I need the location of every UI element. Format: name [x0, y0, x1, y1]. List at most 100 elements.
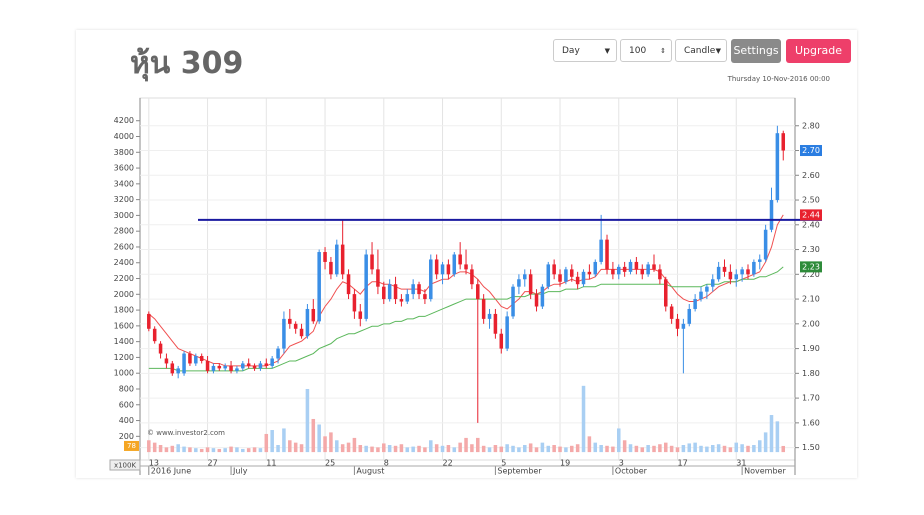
x-tick-label: 11	[266, 459, 276, 468]
candle-body	[164, 358, 169, 364]
volume-bar	[188, 447, 192, 453]
volume-bar	[223, 448, 227, 453]
y-tick-label: 2.00	[802, 319, 820, 328]
volume-bar	[575, 444, 580, 453]
volume-bar	[405, 447, 410, 453]
price-tag-label: 2.23	[802, 262, 820, 271]
style-select[interactable]: Candle ▼	[675, 39, 727, 62]
candle-body	[329, 261, 333, 275]
upgrade-button[interactable]: Upgrade	[786, 39, 851, 63]
candle-body	[523, 274, 527, 280]
volume-bar	[652, 445, 656, 453]
candle-body	[552, 264, 556, 275]
y2-tick-label: 3600	[114, 164, 134, 173]
spinner: ⇕	[660, 47, 666, 55]
candle-body	[481, 299, 486, 319]
volume-bar	[617, 428, 621, 453]
month-label: November	[744, 467, 786, 476]
candle-body	[264, 363, 269, 366]
settings-button[interactable]: Settings	[731, 39, 781, 63]
candle-body	[229, 365, 233, 371]
date-label: Thursday 10-Nov-2016 00:00	[727, 75, 830, 83]
volume-bar	[288, 440, 292, 453]
candle-body	[528, 274, 533, 295]
volume-bar	[628, 444, 633, 453]
volume-bar	[182, 446, 186, 453]
volume-bar	[387, 445, 392, 453]
candle-body	[628, 261, 633, 272]
candle-body	[217, 365, 222, 369]
volume-bar	[622, 440, 627, 453]
volume-bar	[358, 445, 363, 453]
volume-bar	[746, 445, 750, 453]
volume-bar	[693, 442, 697, 453]
volume-bar	[282, 428, 286, 453]
candle-body	[440, 264, 445, 275]
candle-body	[634, 261, 639, 270]
count-input[interactable]: 100 ⇕	[620, 39, 672, 62]
volume-bar	[299, 444, 304, 453]
candle-body	[564, 269, 568, 282]
y2-tick-label: 800	[119, 384, 134, 393]
interval-select[interactable]: Day ▼	[553, 39, 617, 62]
volume-bar	[505, 444, 509, 453]
y2-tick-label: 4000	[114, 132, 134, 141]
volume-bar	[270, 430, 274, 453]
y2-tick-label: 1400	[114, 337, 134, 346]
caret: ▼	[604, 47, 610, 55]
volume-bar	[752, 445, 756, 453]
candle-body	[511, 286, 515, 317]
y2-tick-label: 3000	[114, 211, 134, 220]
candle-body	[775, 133, 780, 201]
volume-bar	[781, 445, 786, 453]
candle-body	[487, 313, 492, 319]
candle-body	[587, 271, 592, 275]
price-tag-label: 2.70	[802, 146, 820, 155]
candle-body	[652, 264, 656, 270]
x-tick-label: 17	[678, 459, 688, 468]
volume-bar	[423, 447, 427, 453]
candle-body	[241, 363, 245, 369]
volume-bar	[499, 446, 504, 453]
candle-body	[335, 244, 339, 275]
volume-bar	[246, 448, 251, 453]
volume-bar	[211, 448, 216, 453]
candle-body	[387, 284, 392, 300]
volume-bar	[481, 445, 486, 453]
volume-bar	[346, 442, 351, 453]
candle-body	[270, 358, 274, 366]
candle-body	[470, 269, 474, 285]
candle-body	[370, 254, 374, 270]
candle-body	[658, 269, 662, 280]
candle-body	[693, 299, 697, 309]
candle-body	[710, 279, 715, 287]
volume-bar	[658, 444, 662, 453]
y2-tick-label: 2600	[114, 242, 134, 251]
candle-body	[705, 286, 709, 292]
volume-bar	[558, 446, 562, 453]
candle-body	[282, 318, 286, 349]
volume-bar	[446, 445, 451, 453]
candle-body	[352, 294, 357, 312]
candle-body	[288, 318, 292, 324]
candle-body	[405, 294, 410, 302]
y2-tick-label: 400	[119, 416, 134, 425]
volume-bar	[722, 445, 727, 453]
volume-bar	[241, 448, 245, 453]
candle-body	[429, 259, 433, 300]
price-tag	[800, 209, 822, 221]
volume-bar	[564, 447, 568, 453]
candle-body	[376, 269, 380, 287]
volume-bar	[523, 445, 527, 453]
volume-bar	[258, 448, 263, 453]
unit-box	[109, 459, 141, 471]
volume-bar	[540, 442, 545, 453]
candle-body	[358, 311, 363, 319]
candle-body	[393, 284, 398, 300]
volume-bar	[276, 445, 280, 453]
volume-bar	[534, 447, 539, 453]
candle-body	[258, 363, 263, 369]
y2-tick-label: 200	[119, 432, 134, 441]
volume-bar	[705, 446, 709, 453]
volume-bar	[675, 447, 680, 453]
